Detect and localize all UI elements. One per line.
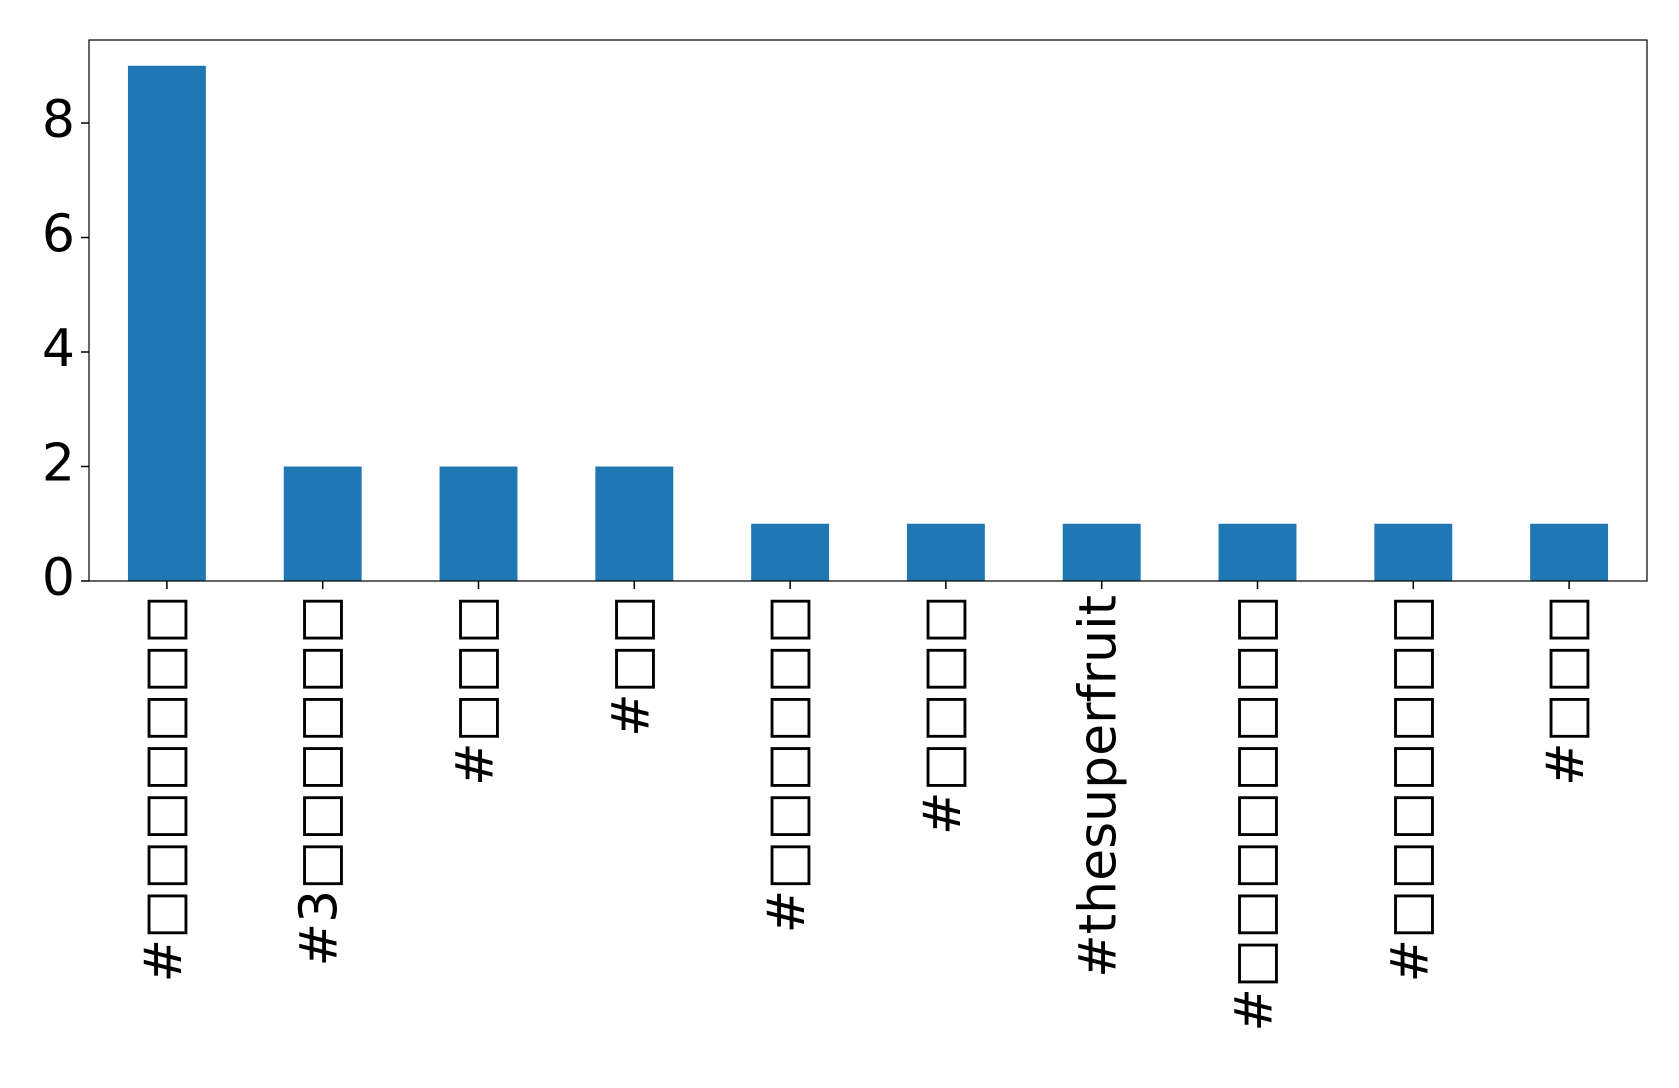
plot-frame [88,39,1648,582]
bar [906,523,985,581]
x-tick-label: #□□□□□□□ [1380,595,1440,983]
bar [439,466,518,581]
bar [751,523,830,581]
bar [127,65,206,581]
x-tick-label: #□□□□ [913,595,973,835]
x-tick-label: #□□□ [446,595,506,786]
bar [595,466,674,581]
x-tick-label: #□□ [601,595,661,737]
x-tick-label: #□□□ [1536,595,1596,786]
y-tick-label: 2 [42,434,75,494]
x-tick-label: #□□□□□□□□ [1225,595,1285,1032]
y-tick-label: 8 [42,90,75,150]
bar [1530,523,1609,581]
bar [1374,523,1453,581]
x-tick-label: #□□□□□□ [757,595,817,933]
x-tick-label: #□□□□□□□ [134,595,194,983]
y-tick-label: 6 [42,205,75,265]
bar [283,466,362,581]
x-tick-label: #thesuperfruit [1069,595,1129,978]
y-tick-label: 0 [42,548,75,608]
bar [1062,523,1141,581]
y-tick-label: 4 [42,319,75,379]
bar [1218,523,1297,581]
x-tick-label: #3□□□□□□ [290,595,350,966]
